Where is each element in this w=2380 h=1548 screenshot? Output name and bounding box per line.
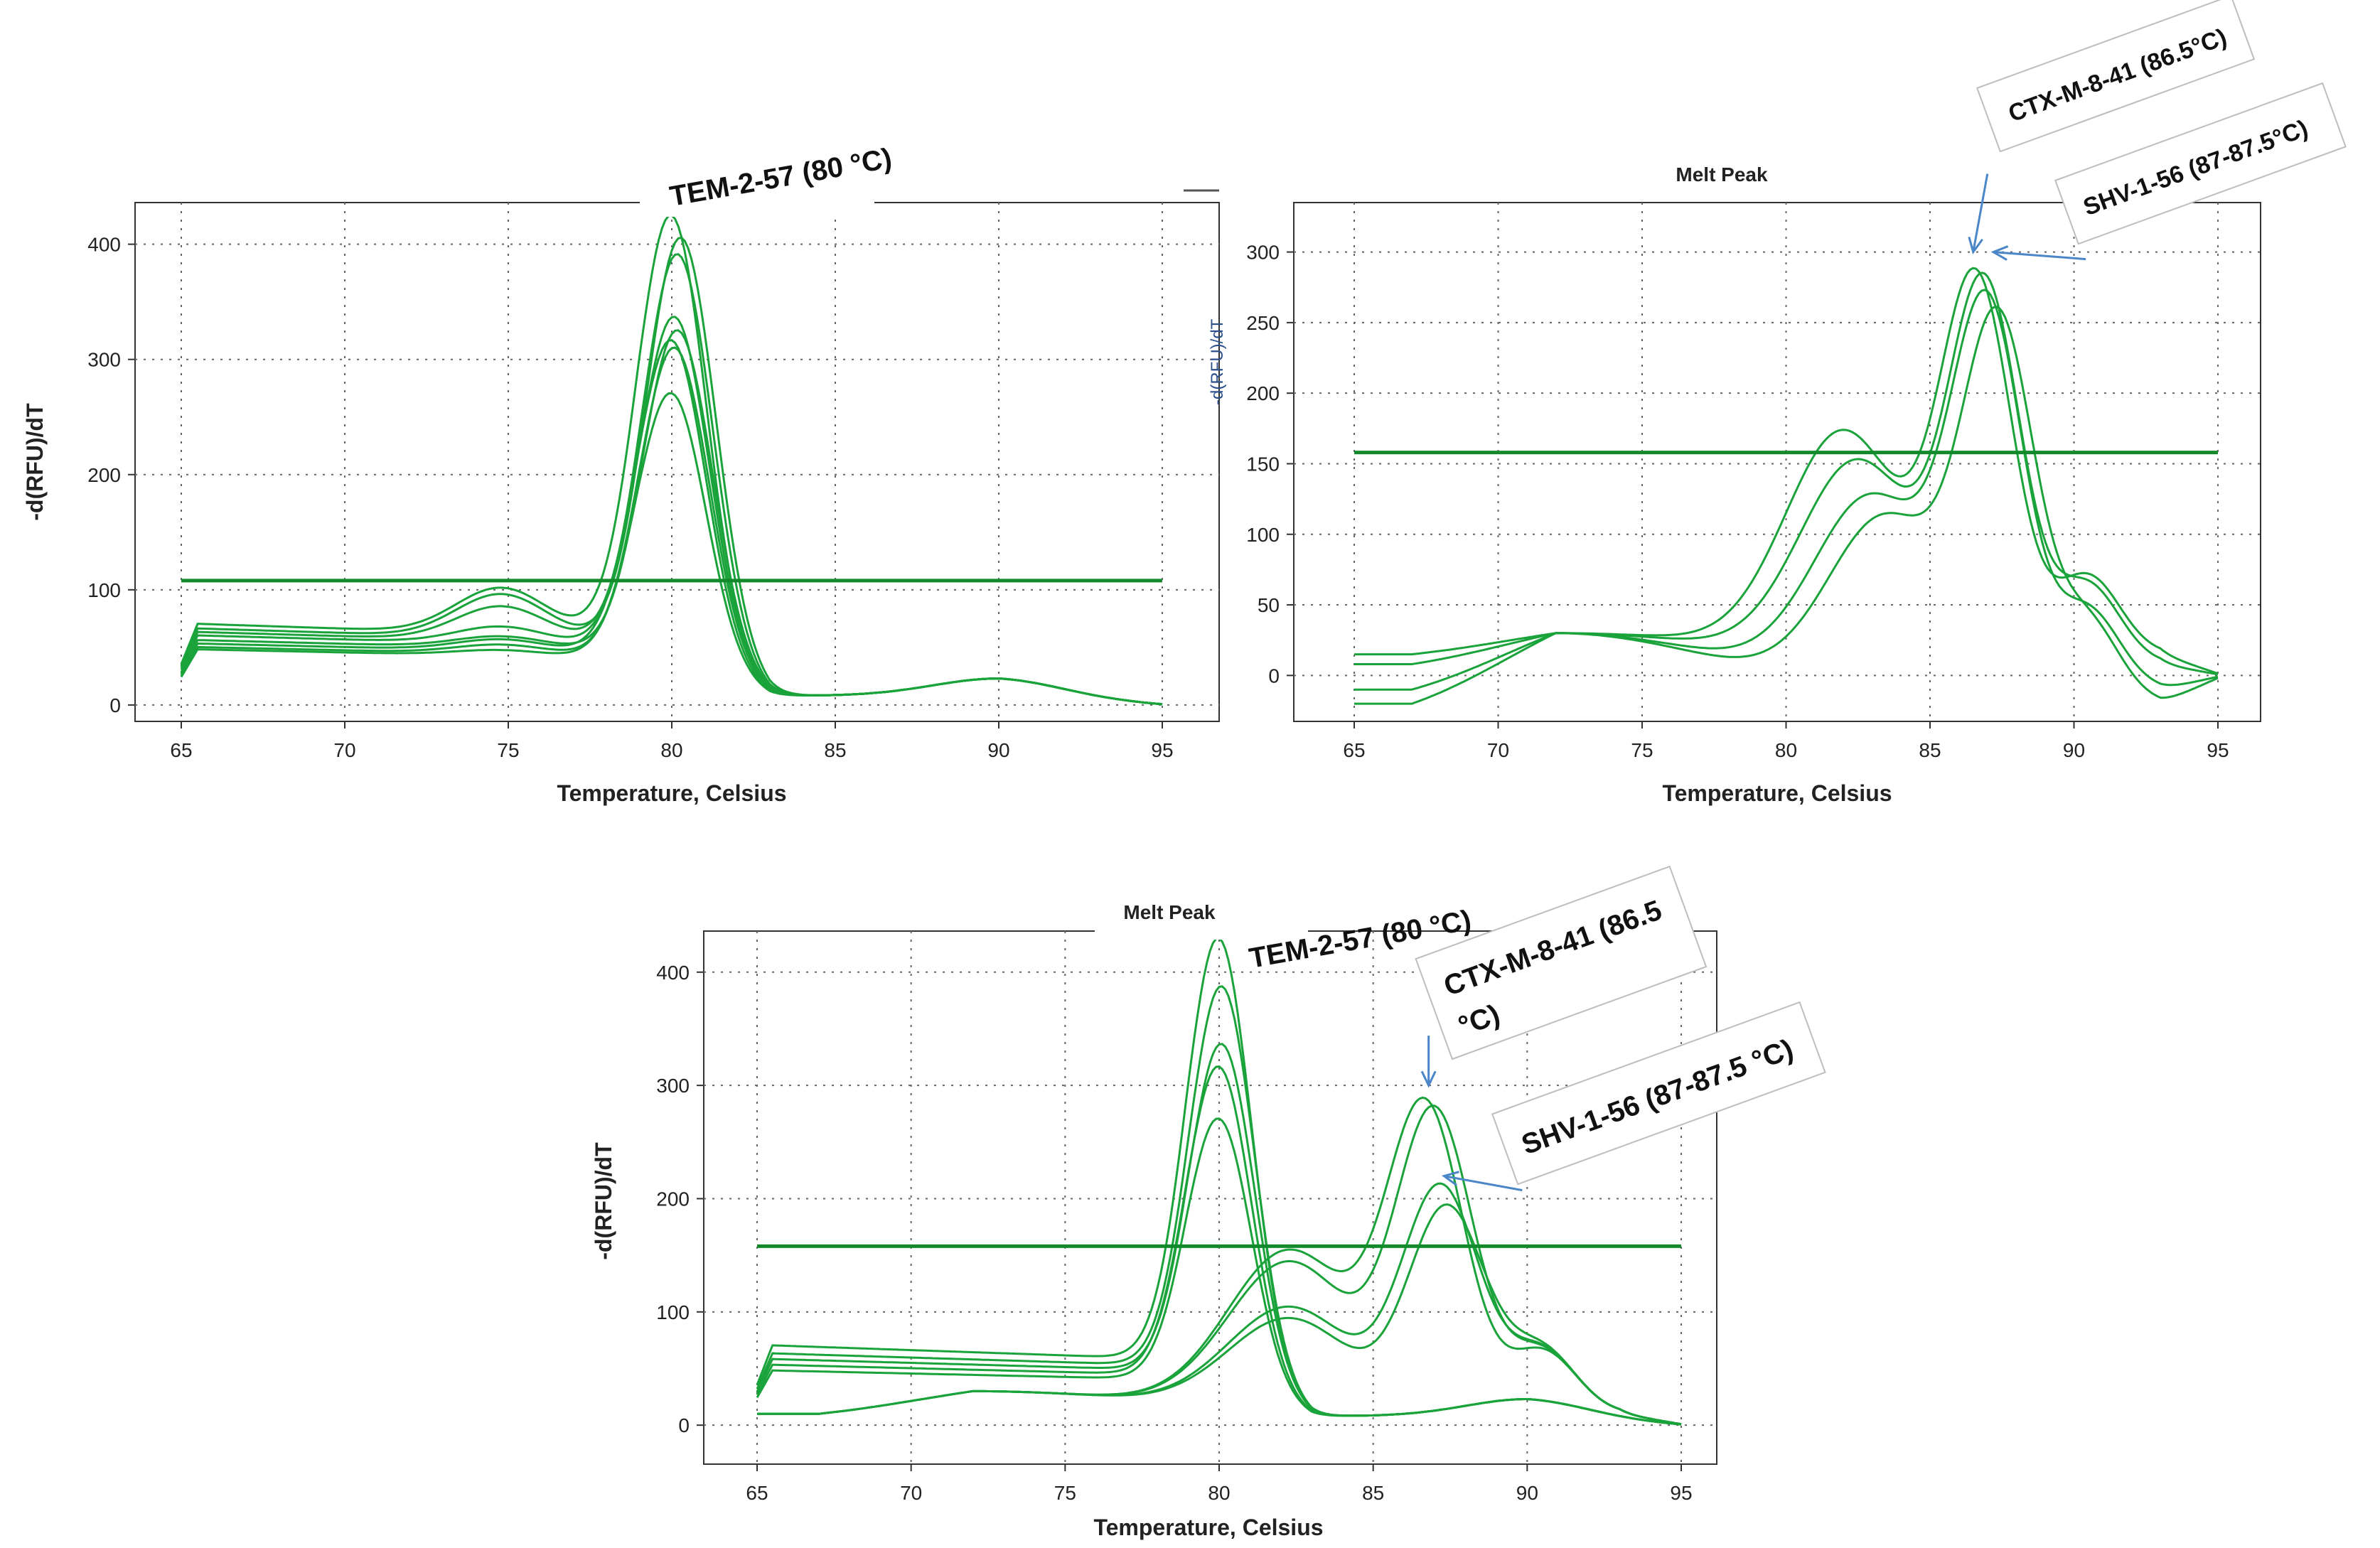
tick-label-x: 75: [497, 739, 519, 761]
tick-label-y: 50: [1258, 594, 1280, 616]
chart2-ticks: 65 70 75 80 85 90 95 0 50 100 150 200 250 300: [1246, 242, 2229, 761]
tick-label-x: 80: [660, 739, 682, 761]
annotation-arrow: [1444, 1175, 1523, 1192]
annotation-arrowhead: [1441, 1171, 1459, 1186]
tick-label-x: 80: [1775, 739, 1797, 761]
chart1-ylabel: -d(RFU)/dT: [22, 403, 48, 521]
annotation-arrow: [1993, 251, 2086, 261]
tick-label-x: 90: [987, 739, 1009, 761]
tick-label-x: 65: [1343, 739, 1365, 761]
melt-curve-tem-2-57-rep-5: [756, 1117, 1682, 1426]
chart2-frame: [1293, 202, 2261, 722]
tick-label-y: 200: [1246, 382, 1280, 404]
tick-label-y: 100: [656, 1301, 690, 1323]
annotation-arrow: [1972, 173, 1989, 252]
annotation-arrowhead: [1968, 236, 1983, 254]
tick-label-y: 400: [656, 962, 690, 984]
tick-label-y: 150: [1246, 453, 1280, 475]
chart3-xlabel: Temperature, Celsius: [1093, 1515, 1323, 1540]
tick-label-x: 95: [1670, 1482, 1692, 1504]
tick-label-x: 70: [900, 1482, 922, 1504]
tick-label-y: 100: [1246, 524, 1280, 546]
tick-label-y: 400: [87, 234, 121, 256]
melt-curve-tem-2-57-rep-8: [180, 392, 1163, 706]
tick-label-x: 75: [1054, 1482, 1076, 1504]
tick-label-y: 200: [87, 464, 121, 486]
chart3-ticks: 65 70 75 80 85 90 95 0 100 200 300 400: [656, 962, 1692, 1504]
tick-label-x: 65: [170, 739, 192, 761]
chart1-xlabel: Temperature, Celsius: [557, 780, 786, 806]
tick-label-x: 70: [333, 739, 355, 761]
tick-label-x: 65: [746, 1482, 768, 1504]
tick-label-x: 80: [1208, 1482, 1230, 1504]
chart2-curves: [1354, 267, 2219, 705]
tick-label-x: 85: [1919, 739, 1941, 761]
melt-curve-shv-1-56-rep-2: [757, 1203, 1682, 1426]
chart3-annotation-arrows: [1420, 1036, 1523, 1192]
chart3-annot-ctx-box: CTX-M-8-41 (86.5 °C): [1415, 865, 1708, 1060]
chart1-grid: [135, 203, 1219, 721]
melt-curve-ctx-m-8-41-rep-2: [1354, 272, 2219, 676]
tick-label-x: 90: [1516, 1482, 1538, 1504]
chart1-curves: [180, 214, 1163, 706]
tick-label-x: 75: [1631, 739, 1653, 761]
chart2-xlabel: Temperature, Celsius: [1662, 780, 1892, 806]
tick-label-y: 100: [87, 579, 121, 601]
tick-label-y: 200: [656, 1188, 690, 1210]
tick-label-x: 85: [824, 739, 846, 761]
chart3-grid: [704, 931, 1717, 1464]
tick-label-y: 300: [656, 1075, 690, 1097]
tick-label-y: 250: [1246, 312, 1280, 334]
tick-label-y: 300: [1246, 242, 1280, 264]
melt-curve-shv-1-56-rep-1: [757, 1182, 1682, 1426]
annotation-arrowhead: [1990, 245, 2009, 261]
chart3-title: Melt Peak: [1123, 901, 1216, 923]
tick-label-y: 0: [109, 694, 121, 716]
tick-label-x: 85: [1362, 1482, 1384, 1504]
melt-curve-shv-1-56-rep-2: [1354, 306, 2219, 705]
tick-label-x: 95: [2207, 739, 2229, 761]
tick-label-y: 300: [87, 349, 121, 371]
chart3-annot-shv-box: SHV-1-56 (87-87.5 °C): [1491, 1001, 1826, 1186]
chart3-title-mask: [1095, 897, 1308, 940]
chart2-grid: [1294, 203, 2261, 721]
melt-curve-ctx-m-8-41-rep-1: [1354, 267, 2219, 675]
chart2-annotation-arrows: [1968, 173, 2086, 261]
melt-curve-tem-2-57-rep-2: [180, 237, 1163, 706]
tick-label-x: 70: [1487, 739, 1509, 761]
chart2-title-mask: [1635, 158, 1827, 193]
melt-curve-shv-1-56-rep-1: [1354, 289, 2219, 691]
melt-curve-tem-2-57-rep-3: [180, 253, 1163, 706]
chart1-annot-mask: [640, 178, 874, 217]
melt-curve-tem-2-57-rep-7: [180, 346, 1163, 706]
tick-label-y: 0: [678, 1414, 690, 1436]
chart2-cut-label: -d(RFU)/dT: [1208, 318, 1227, 405]
chart-ctx-shv-melt-peak: 65 70 75 80 85 90 95 0 50 100 150 200 250 300 Melt Pe…: [1208, 0, 2347, 806]
tick-label-x: 95: [1151, 739, 1173, 761]
chart3-ylabel: -d(RFU)/dT: [591, 1142, 616, 1260]
chart1-ticks: 65 70 75 80 85 90 95 0 100 200 300 400: [87, 234, 1173, 761]
chart2-title: Melt Peak: [1676, 163, 1768, 186]
tick-label-y: 0: [1268, 665, 1280, 687]
tick-label-x: 90: [2063, 739, 2085, 761]
annotation-arrowhead: [1420, 1070, 1437, 1088]
